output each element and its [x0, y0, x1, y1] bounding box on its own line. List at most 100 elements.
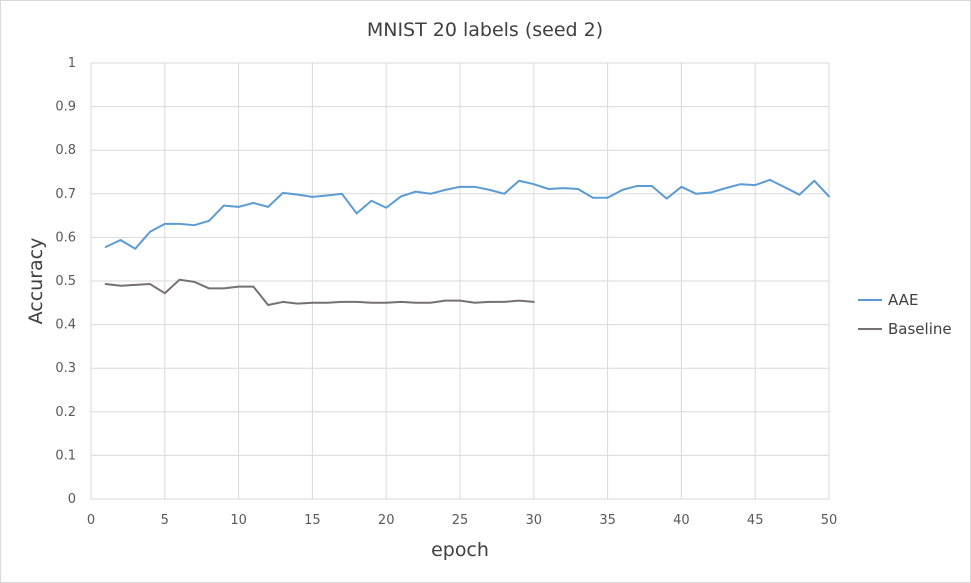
data-point-baseline [282, 301, 284, 303]
y-tick-label: 0.9 [55, 100, 76, 115]
data-point-baseline [400, 301, 402, 303]
data-point-aae [370, 199, 373, 202]
data-point-baseline [326, 302, 328, 304]
data-point-baseline [459, 299, 461, 302]
data-point-aae [695, 193, 697, 195]
data-point-aae [562, 187, 565, 189]
data-point-baseline [518, 299, 520, 302]
data-point-baseline [503, 301, 506, 303]
data-point-aae [754, 184, 756, 186]
data-point-baseline [178, 278, 181, 281]
tick-layer: 00.10.20.30.40.50.60.70.80.910 5 10 15 20 25 3… [55, 56, 837, 528]
data-point-baseline [193, 281, 196, 283]
data-point-aae [355, 212, 358, 215]
data-point-aae [798, 193, 801, 196]
data-point-aae [783, 186, 786, 189]
x-tick-label: 45 [747, 513, 764, 528]
data-point-aae [547, 188, 550, 190]
data-point-aae [282, 192, 284, 194]
y-tick-label: 0.1 [55, 448, 76, 463]
data-point-aae [311, 196, 314, 198]
y-tick-label: 1 [68, 56, 76, 71]
data-point-aae [149, 230, 151, 233]
data-point-aae [178, 223, 181, 225]
chart-title: MNIST 20 labels (seed 2) [367, 19, 603, 41]
data-point-aae [621, 189, 624, 191]
data-point-aae [119, 239, 122, 241]
data-point-aae [473, 186, 476, 188]
data-point-aae [444, 189, 447, 191]
x-tick-label: 20 [378, 513, 395, 528]
legend-label-aae: AAE [888, 291, 918, 309]
data-point-aae [429, 193, 432, 195]
data-point-aae [724, 187, 727, 189]
y-tick-label: 0.7 [55, 187, 76, 202]
data-point-baseline [341, 301, 343, 303]
data-point-baseline [223, 287, 225, 290]
x-tick-label: 0 [87, 513, 95, 528]
data-point-aae [710, 191, 712, 194]
data-point-aae [267, 206, 269, 208]
data-point-baseline [267, 304, 269, 306]
y-tick-label: 0.4 [55, 318, 76, 333]
x-tick-label: 30 [526, 513, 543, 528]
data-point-aae [813, 179, 816, 182]
data-point-aae [503, 193, 506, 195]
data-point-aae [828, 195, 830, 198]
data-point-aae [665, 197, 668, 200]
legend-label-baseline: Baseline [888, 320, 952, 338]
y-tick-label: 0.2 [55, 405, 76, 420]
data-point-baseline [149, 283, 151, 285]
y-axis-title: Accuracy [25, 238, 47, 325]
series-line-aae [104, 178, 830, 250]
data-point-aae [488, 189, 491, 191]
data-point-baseline [429, 302, 432, 304]
data-point-aae [459, 186, 461, 188]
series-layer [104, 178, 830, 306]
data-point-aae [414, 190, 417, 193]
data-point-baseline [311, 302, 314, 304]
data-point-baseline [237, 285, 240, 288]
data-point-aae [164, 223, 166, 225]
data-point-baseline [134, 284, 137, 286]
data-point-aae [385, 206, 388, 209]
y-tick-label: 0.8 [55, 143, 76, 158]
data-point-aae [518, 179, 520, 182]
data-point-aae [326, 194, 328, 197]
data-point-aae [739, 183, 742, 186]
data-point-aae [400, 195, 402, 198]
data-point-baseline [444, 299, 447, 302]
grid-layer [90, 62, 830, 500]
data-point-baseline [164, 292, 166, 295]
data-point-aae [680, 186, 683, 188]
data-point-aae [651, 185, 653, 187]
data-point-aae [252, 202, 255, 204]
data-point-baseline [208, 287, 210, 290]
series-line-baseline [104, 278, 535, 306]
data-point-baseline [355, 301, 358, 303]
legend: AAE Baseline [858, 291, 952, 338]
data-point-baseline [385, 302, 388, 304]
data-point-aae [769, 179, 771, 181]
y-tick-label: 0.6 [55, 230, 76, 245]
x-tick-label: 5 [161, 513, 169, 528]
data-point-aae [208, 220, 210, 222]
data-point-aae [636, 185, 638, 187]
data-point-baseline [252, 285, 255, 288]
x-tick-label: 40 [673, 513, 690, 528]
data-point-aae [296, 193, 299, 196]
data-point-baseline [473, 302, 476, 304]
x-tick-label: 35 [599, 513, 616, 528]
data-point-aae [237, 206, 240, 208]
data-point-baseline [119, 284, 122, 287]
x-tick-label: 10 [230, 513, 247, 528]
x-axis-title: epoch [431, 539, 489, 561]
data-point-aae [223, 204, 225, 207]
data-point-baseline [488, 301, 491, 303]
data-point-aae [592, 196, 594, 199]
data-point-aae [341, 193, 343, 195]
data-point-baseline [104, 283, 107, 285]
